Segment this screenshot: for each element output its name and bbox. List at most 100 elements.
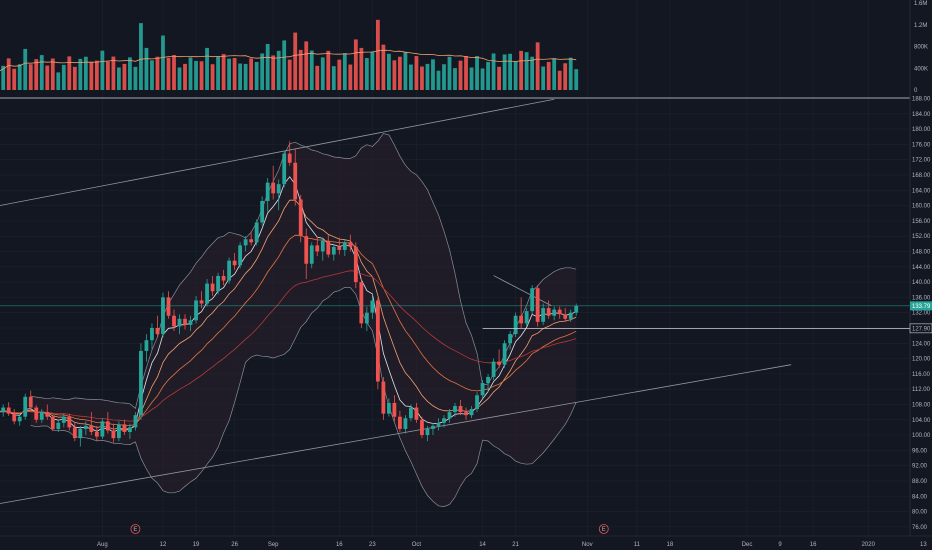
price-tick-label: 140.00 [912,280,931,286]
candle-body [83,425,88,429]
time-axis[interactable]: Aug 12 19 26 Sep 16 23 Oct 14 21 Nov 11 18 Dec 9 16 2020… [0,535,932,548]
candle-body [447,412,452,419]
volume-bar [34,59,39,90]
time-tick-label: 12 [160,542,167,548]
candle-body [105,421,110,431]
price-tick-label: 160.00 [912,204,931,210]
volume-bar [39,55,44,90]
volume-bar [326,50,331,90]
earnings-marker-icon[interactable] [130,524,141,534]
trendlines[interactable] [0,98,792,504]
volume-bar [475,56,479,90]
volume-bar [144,47,149,90]
price-tick-label: 176.00 [912,142,931,148]
current-price-tag-label: 133.79 [912,304,931,310]
volume-bar [6,58,11,90]
candle-body [1,407,6,413]
trendline-3[interactable] [493,275,552,307]
volume-bar [398,56,402,90]
volume-bar [177,67,182,90]
price-tick-label: 136.00 [912,295,931,301]
candle-body [28,396,33,408]
volume-bar [271,55,276,90]
volume-bar [447,56,452,90]
candle-body [89,425,94,433]
candle-body [497,361,501,365]
volume-bar [414,56,419,90]
volume-bar [172,55,176,90]
volume-bar [359,47,364,90]
price-tick-label: 168.00 [912,173,931,179]
band-upper [30,133,577,410]
price-tick-label: 132.00 [912,311,931,317]
candle-body [535,288,540,322]
volume-bar [497,66,501,90]
volume-bar [370,51,375,90]
volume-bar [546,61,551,90]
candle-body [161,297,165,335]
candle-body [34,407,39,420]
candle-body [480,383,485,396]
time-tick-label: 21 [512,542,519,548]
volume-bar [265,43,270,90]
candle-body [260,200,265,223]
time-tick-label: Nov [582,542,593,548]
time-tick-label: Oct [412,542,422,548]
candle-body [298,199,303,237]
candle-body [221,275,226,281]
trendline-2[interactable] [0,364,792,504]
volume-axis[interactable]: 1.6M 1.2M 800K 400K 0 [914,1,928,94]
candle-body [370,300,375,313]
volume-bar [552,58,557,90]
candle-body [403,418,408,429]
candle-body [381,381,386,414]
volume-bar [442,64,446,90]
price-tick-label: 172.00 [912,158,931,164]
band-lower [30,286,577,507]
candle-body [249,239,254,243]
candle-body [271,182,276,194]
candle-body [45,412,50,417]
volume-bar [508,53,513,90]
price-tick-label: 96.00 [912,448,928,454]
candle-body [453,405,457,413]
volume-bar [155,56,160,90]
horizontal-lines[interactable] [0,305,910,329]
ema-mid-1 [0,199,577,430]
volume-bar [199,61,204,90]
volume-bar [469,67,474,90]
earnings-marker-icon[interactable] [598,524,609,534]
candle-body [17,416,22,422]
candle-body [172,315,176,327]
candle-body [502,343,507,365]
volume-bar [50,58,55,90]
volume-bar [260,53,265,90]
price-tick-label: 92.00 [912,464,928,470]
candle-body [232,260,237,266]
volume-bar [353,39,358,90]
candle-body [100,421,105,437]
price-tick-label: 84.00 [912,494,928,500]
time-tick-label: 16 [810,542,817,548]
volume-bar [453,68,457,90]
volume-bar [194,60,198,90]
volume-bar [480,68,485,90]
candle-body [210,283,215,292]
volume-bar [348,64,353,90]
price-tick-label: 156.00 [912,219,931,225]
candle-body [6,407,11,414]
price-tick-label: 108.00 [912,402,931,408]
volume-bar [309,50,314,90]
price-axis[interactable]: 188.00 184.00 180.00 176.00 172.00 168.00 164.… [909,0,932,550]
price-tick-label: 164.00 [912,188,931,194]
time-tick-label: 11 [634,542,641,548]
candle-body [238,245,243,266]
price-tick-label: 88.00 [912,479,928,485]
current-price-tag [910,301,932,311]
candle-body [320,240,325,252]
volume-bar [12,68,17,90]
time-tick-label: 2020 [862,542,876,548]
trendline-1[interactable] [0,98,555,206]
